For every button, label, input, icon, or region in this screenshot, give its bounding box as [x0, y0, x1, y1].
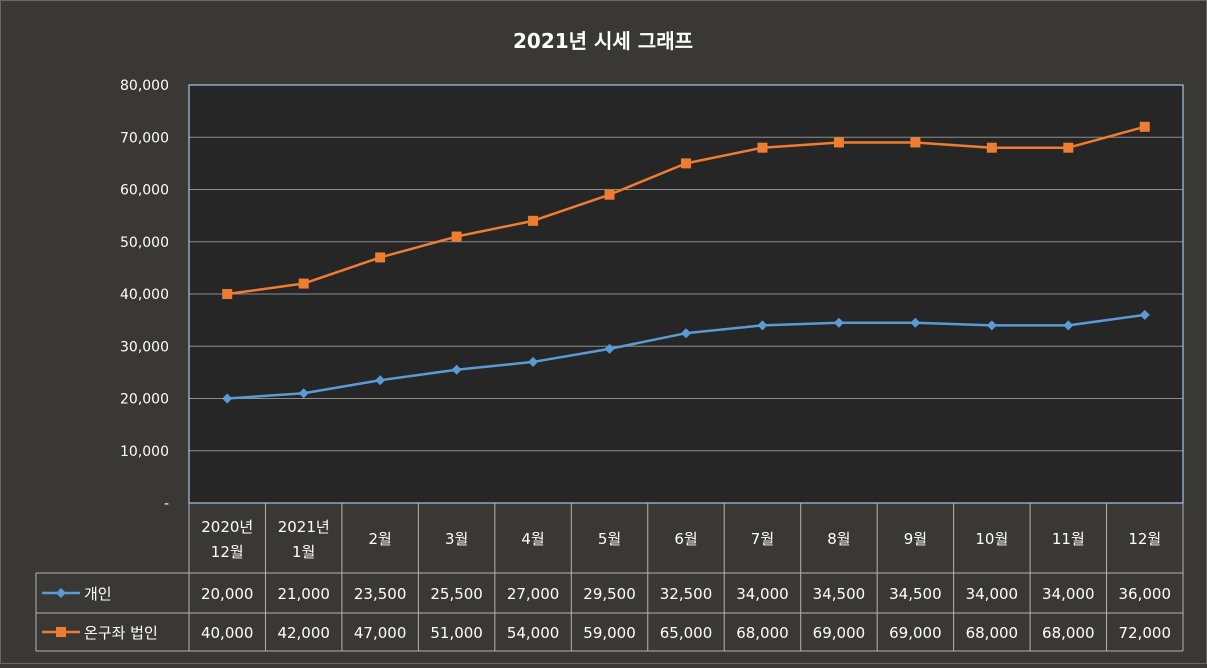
data-table-value: 29,500 [583, 585, 636, 603]
legend-key-marker [56, 627, 66, 637]
x-category-label: 11월 [1052, 530, 1085, 548]
x-category-label: 2020년 [201, 518, 253, 536]
data-table-value: 65,000 [660, 624, 713, 642]
x-category-label: 10월 [975, 530, 1008, 548]
y-tick-label: 70,000 [120, 130, 169, 146]
series-1-point [222, 393, 233, 404]
data-table-value: 54,000 [507, 624, 560, 642]
series-1-point [1139, 309, 1150, 320]
series-1-point [528, 356, 539, 367]
series-2-point [528, 215, 539, 226]
y-tick-label: 50,000 [120, 235, 169, 251]
series-name-label: 개인 [84, 585, 112, 603]
series-2-point [375, 252, 386, 263]
data-table-value: 32,500 [660, 585, 713, 603]
data-table-value: 68,000 [736, 624, 789, 642]
series-2-point [222, 289, 233, 299]
series-1-point [757, 320, 768, 331]
x-category-label: 4월 [521, 530, 544, 548]
data-table-value: 51,000 [430, 624, 483, 642]
series-2-point [1063, 142, 1074, 153]
x-category-label: 12월 [211, 543, 244, 561]
series-1-point [375, 375, 386, 386]
series-1-point [986, 320, 997, 331]
series-name-label: 온구좌 법인 [84, 624, 158, 642]
x-category-label: 2021년 [278, 518, 330, 536]
series-2-point [833, 137, 844, 148]
x-category-label: 8월 [827, 530, 850, 548]
plot-frame [188, 84, 1184, 504]
data-table-value: 34,500 [813, 585, 866, 603]
series-2-point [451, 231, 462, 242]
data-table-value: 34,000 [736, 585, 789, 603]
data-table-value: 34,000 [1042, 585, 1095, 603]
series-1-point [451, 364, 462, 375]
series-1-point [681, 328, 691, 339]
y-tick-label: - [164, 496, 169, 512]
x-category-label: 1월 [292, 543, 315, 561]
y-tick-label: 30,000 [120, 339, 169, 355]
data-table-value: 34,000 [966, 585, 1019, 603]
legend-key-marker [56, 588, 66, 598]
chart-title: 2021년 시세 그래프 [513, 29, 693, 53]
x-category-label: 9월 [904, 530, 927, 548]
data-table-value: 68,000 [966, 624, 1019, 642]
x-category-label: 3월 [445, 530, 468, 548]
data-table-value: 23,500 [354, 585, 407, 603]
series-1-point [910, 317, 921, 328]
series-1-point [604, 343, 615, 354]
y-tick-label: 10,000 [120, 444, 169, 460]
x-category-label: 2월 [368, 530, 391, 548]
data-table-value: 47,000 [354, 624, 407, 642]
series-2-point [604, 189, 615, 200]
data-table-value: 36,000 [1119, 585, 1172, 603]
y-tick-label: 20,000 [120, 392, 169, 408]
data-table-value: 40,000 [201, 624, 254, 642]
data-table-value: 42,000 [277, 624, 330, 642]
y-tick-label: 60,000 [120, 183, 169, 199]
series-2-point [1139, 121, 1150, 132]
y-tick-label: 40,000 [120, 287, 169, 303]
data-table-value: 27,000 [507, 585, 560, 603]
series-1-point [1063, 320, 1074, 331]
series-1-point [833, 317, 844, 328]
data-table-value: 21,000 [277, 585, 330, 603]
data-table-value: 68,000 [1042, 624, 1095, 642]
series-2-point [986, 142, 997, 153]
x-category-label: 12월 [1128, 530, 1161, 548]
series-2-point [757, 142, 768, 153]
series-2-point [298, 278, 309, 289]
series-1-point [298, 388, 309, 399]
x-category-label: 6월 [674, 530, 697, 548]
data-table-value: 72,000 [1119, 624, 1172, 642]
y-tick-label: 80,000 [120, 78, 169, 94]
data-table-value: 25,500 [430, 585, 483, 603]
series-2-point [910, 137, 921, 148]
data-table-value: 69,000 [889, 624, 942, 642]
data-table-value: 59,000 [583, 624, 636, 642]
data-table-value: 69,000 [813, 624, 866, 642]
data-table-value: 20,000 [201, 585, 254, 603]
series-2-point [681, 158, 691, 169]
x-category-label: 7월 [751, 530, 774, 548]
x-category-label: 5월 [598, 530, 621, 548]
data-table-value: 34,500 [889, 585, 942, 603]
